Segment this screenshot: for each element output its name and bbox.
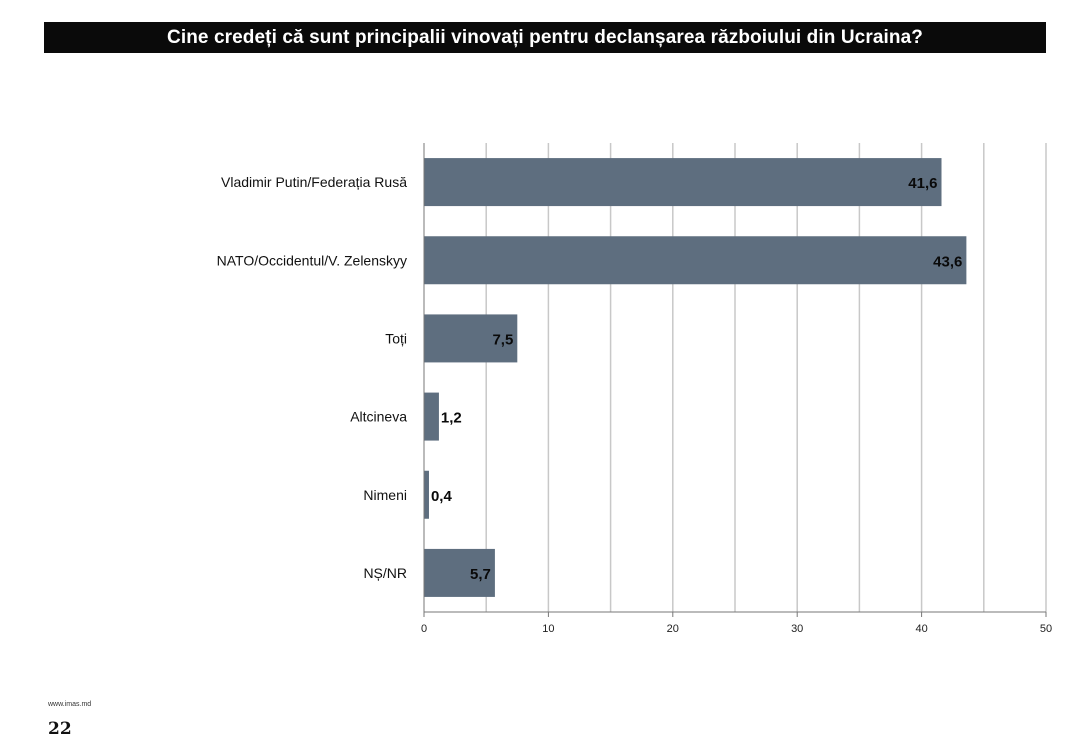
x-tick-label: 50: [1040, 623, 1052, 635]
x-tick-label: 20: [667, 623, 679, 635]
chart-title: Cine credeți că sunt principalii vinovaț…: [44, 22, 1046, 53]
x-tick-label: 30: [791, 623, 803, 635]
value-label: 7,5: [492, 331, 513, 348]
value-labels: 41,6 43,6 7,5 1,2 0,4 5,7: [431, 175, 962, 583]
bar: [424, 158, 942, 207]
value-label: 1,2: [441, 410, 462, 427]
value-label: 0,4: [431, 488, 453, 505]
x-axis: 0 10 20 30 40 50: [421, 143, 1052, 635]
bar: [424, 470, 429, 519]
value-label: 43,6: [933, 253, 962, 270]
category-labels: Vladimir Putin/Federația Rusă NATO/Occide…: [217, 174, 408, 581]
value-label: 5,7: [470, 566, 491, 583]
category-label: NATO/Occidentul/V. Zelenskyy: [217, 252, 407, 268]
category-label: Vladimir Putin/Federația Rusă: [221, 174, 407, 190]
value-label: 41,6: [908, 175, 937, 192]
page-number: 22: [48, 719, 72, 739]
category-label: Altcineva: [350, 409, 407, 425]
category-label: Nimeni: [363, 487, 407, 503]
x-tick-label: 10: [542, 623, 554, 635]
footer-url: www.imas.md: [48, 701, 92, 708]
bars: [424, 158, 967, 597]
grid-lines: [485, 143, 1047, 612]
bar: [424, 548, 495, 597]
x-tick-label: 40: [915, 623, 927, 635]
category-label: Toți: [385, 330, 407, 346]
bar: [424, 314, 518, 363]
category-label: NȘ/NR: [363, 565, 407, 581]
x-tick-label: 0: [421, 623, 427, 635]
bar: [424, 236, 967, 285]
bar: [424, 392, 439, 441]
